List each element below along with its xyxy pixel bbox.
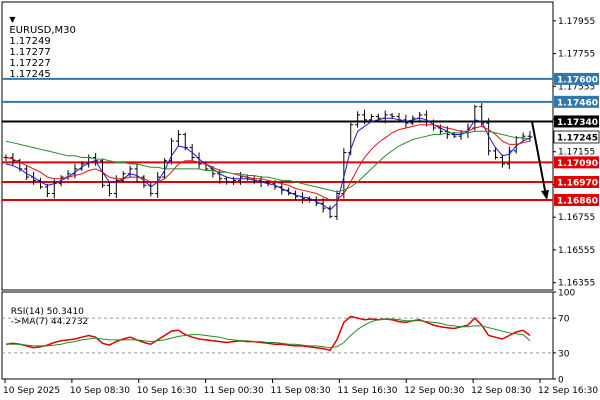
rsi-ma-label: ->MA(7) 44.2732 <box>10 317 89 327</box>
y-tick-label-0: 1.17955 <box>558 17 595 27</box>
level-label-5: 1.16970 <box>557 179 598 189</box>
x-tick-label-3: 11 Sep 00:30 <box>204 386 264 396</box>
close-value: 1.17245 <box>9 69 51 80</box>
rsi-tick-label-1: 70 <box>558 315 570 325</box>
header-triangle-icon: ▼ <box>9 15 16 24</box>
ma-slow-line <box>5 130 531 193</box>
level-label-bg-0 <box>554 72 599 85</box>
x-tick-label-7: 12 Sep 08:30 <box>471 386 531 396</box>
low-value: 1.17227 <box>9 58 51 69</box>
x-tick-label-4: 11 Sep 08:30 <box>271 386 331 396</box>
y-tick-label-8: 1.16355 <box>558 279 595 289</box>
rsi-header: RSI(14) 50.3410 ->MA(7) 44.2732 <box>5 297 89 327</box>
level-label-bg-4 <box>554 156 599 169</box>
level-label-3: 1.17245 <box>557 134 598 144</box>
ma-fast-line <box>5 117 531 211</box>
y-tick-label-6: 1.16755 <box>558 213 595 223</box>
chart-header: ▼ EURUSD,M30 1.17249 1.17277 1.17227 1.1… <box>3 3 76 80</box>
y-tick-label-4: 1.17155 <box>558 148 595 158</box>
main-panel-frame <box>1 1 554 291</box>
open-value: 1.17249 <box>9 36 51 47</box>
y-tick-label-1: 1.17755 <box>558 50 595 60</box>
level-label-0: 1.17600 <box>557 75 598 85</box>
level-label-bg-1 <box>554 95 599 108</box>
x-tick-label-5: 11 Sep 16:30 <box>337 386 397 396</box>
level-label-4: 1.17090 <box>557 159 598 169</box>
x-tick-label-8: 12 Sep 16:30 <box>538 386 598 396</box>
symbol-label: EURUSD,M30 <box>9 25 76 36</box>
rsi-line <box>5 315 531 352</box>
level-label-6: 1.16860 <box>557 197 598 207</box>
rsi-label: RSI(14) 50.3410 <box>10 307 84 317</box>
rsi-panel-frame <box>1 291 554 380</box>
forecast-arrow-head <box>541 190 549 200</box>
rsi-tick-label-3: 0 <box>558 376 564 386</box>
high-value: 1.17277 <box>9 47 51 58</box>
rsi-tick-label-0: 100 <box>558 289 575 299</box>
y-tick-label-7: 1.16555 <box>558 246 595 256</box>
level-label-bg-2 <box>554 115 599 128</box>
rsi-ma-line <box>6 318 531 349</box>
level-label-2: 1.17340 <box>557 118 598 128</box>
level-label-bg-3 <box>553 130 600 144</box>
rsi-tick-label-2: 30 <box>558 349 570 359</box>
x-tick-label-1: 10 Sep 08:30 <box>70 386 130 396</box>
forecast-arrow-shaft <box>531 121 547 194</box>
y-tick-label-2: 1.17555 <box>558 82 595 92</box>
x-tick-label-2: 10 Sep 16:30 <box>137 386 197 396</box>
level-label-bg-5 <box>554 176 599 188</box>
ma-mid-line <box>5 124 531 201</box>
level-label-bg-6 <box>554 194 599 206</box>
x-tick-label-6: 12 Sep 00:30 <box>404 386 464 396</box>
x-tick-label-0: 10 Sep 2025 <box>3 386 60 396</box>
level-label-1: 1.17460 <box>557 98 598 108</box>
